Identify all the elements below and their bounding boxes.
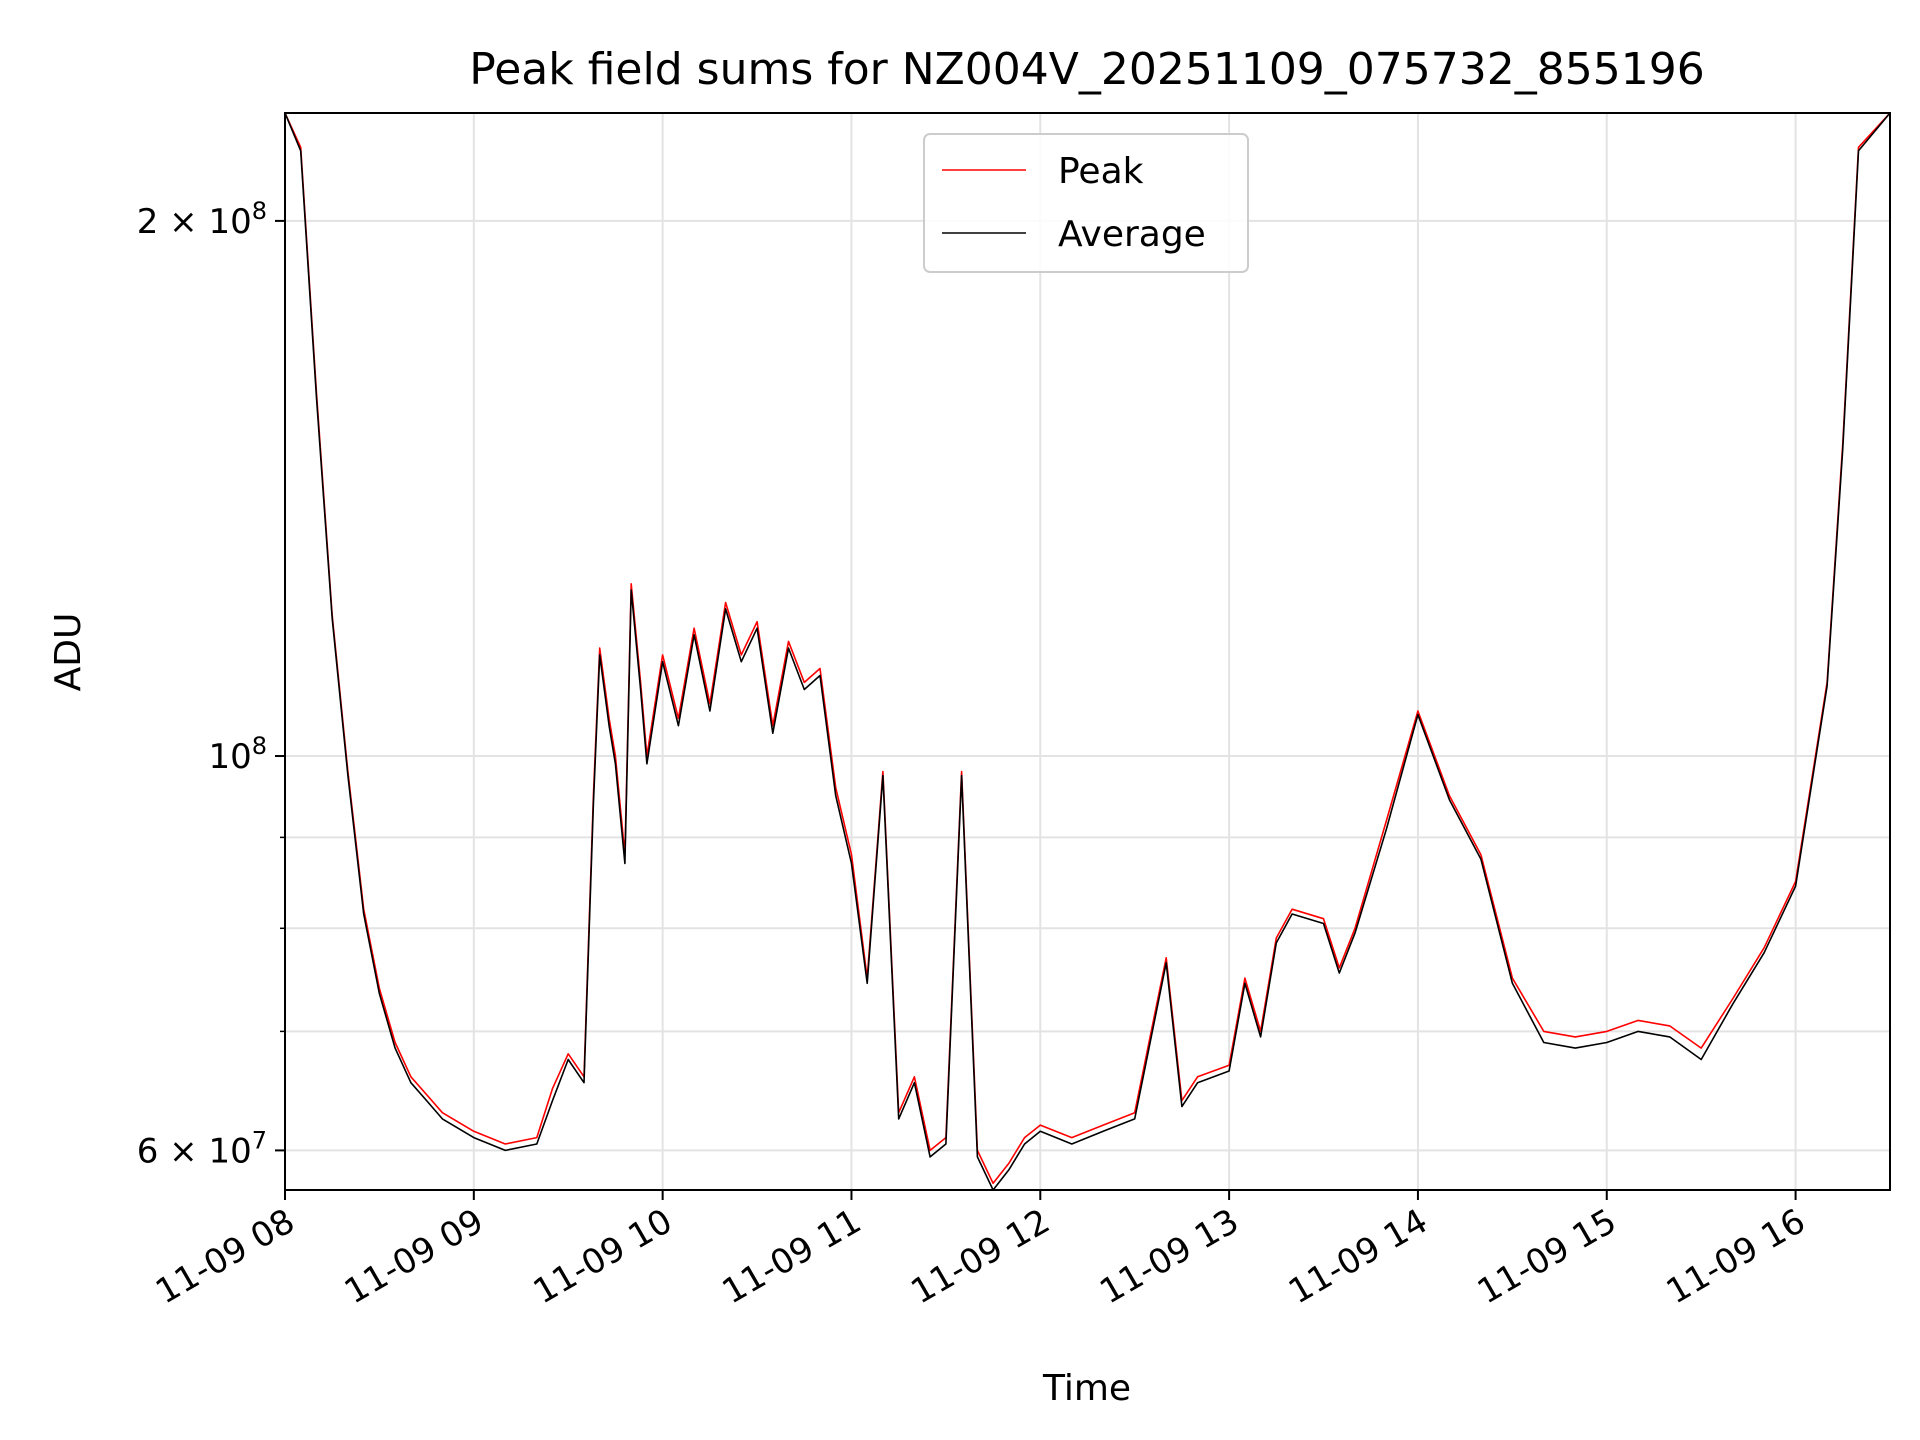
series-layer: [285, 113, 1890, 1190]
chart-title: Peak field sums for NZ004V_20251109_0757…: [469, 44, 1704, 95]
legend: Peak Average: [923, 133, 1249, 273]
y-axis: 6 × 107 108 2 × 108: [137, 197, 285, 1171]
legend-frame: [923, 133, 1249, 273]
series-line-peak: [285, 113, 1890, 1185]
y-tick-label: 2 × 108: [137, 197, 267, 242]
y-axis-label: ADU: [48, 613, 89, 692]
plot-frame: [284, 112, 1891, 1191]
legend-peak-label: Peak: [1058, 151, 1144, 192]
y-tick-label: 108: [208, 732, 267, 777]
x-axis-label: Time: [1042, 1368, 1131, 1409]
legend-average-label: Average: [1058, 214, 1206, 255]
series-line-average: [285, 113, 1890, 1190]
y-tick-label: 6 × 107: [137, 1126, 267, 1171]
